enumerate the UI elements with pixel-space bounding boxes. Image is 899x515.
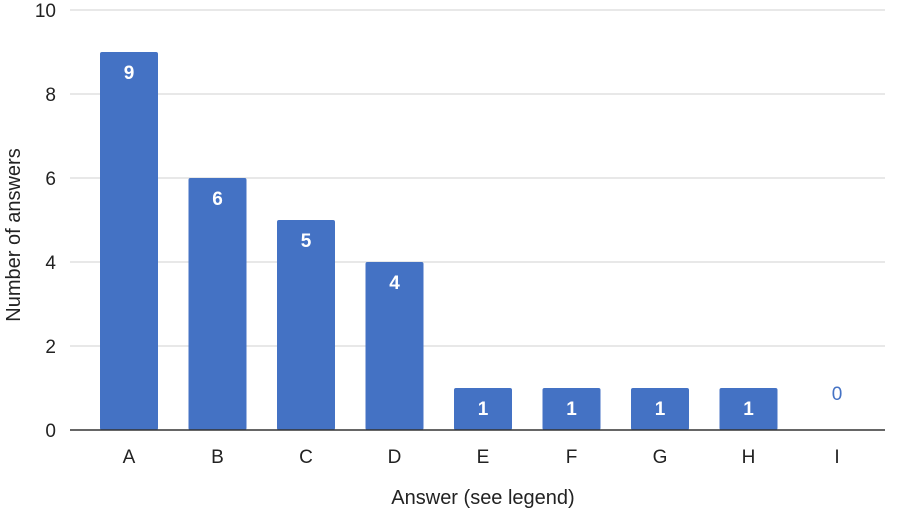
- bar-c: [277, 220, 335, 430]
- bar-e: [454, 388, 512, 430]
- bar-data-label: 1: [743, 399, 754, 420]
- y-tick-label: 10: [35, 1, 56, 22]
- x-tick-label: C: [299, 447, 313, 468]
- bar-data-label: 0: [832, 384, 843, 405]
- bar-data-label: 1: [655, 399, 666, 420]
- x-tick-label: B: [211, 447, 224, 468]
- x-axis-title: Answer (see legend): [391, 487, 574, 509]
- bar-g: [631, 388, 689, 430]
- bars: [100, 52, 778, 430]
- bar-data-label: 9: [124, 63, 135, 84]
- y-tick-label: 2: [45, 337, 56, 358]
- x-tick-label: E: [477, 447, 490, 468]
- y-axis-ticks: 0 2 4 6 8 10: [35, 1, 57, 442]
- x-axis-ticks: A B C D E F G H I: [123, 447, 840, 468]
- bar-b: [188, 178, 247, 430]
- y-tick-label: 6: [45, 169, 56, 190]
- bar-f: [542, 388, 601, 430]
- x-tick-label: D: [388, 447, 402, 468]
- bar-data-label: 6: [212, 189, 223, 210]
- bar-data-label: 4: [389, 273, 400, 294]
- x-tick-label: A: [123, 447, 136, 468]
- y-tick-label: 4: [45, 253, 56, 274]
- y-tick-label: 0: [45, 421, 56, 442]
- x-tick-label: G: [653, 447, 668, 468]
- bar-d: [365, 262, 424, 430]
- x-tick-label: H: [742, 447, 756, 468]
- x-tick-label: F: [566, 447, 578, 468]
- bar-data-labels: 9 6 5 4 1 1 1 1 0: [124, 63, 843, 420]
- y-axis-title: Number of answers: [3, 148, 25, 321]
- x-tick-label: I: [834, 447, 839, 468]
- bar-a: [100, 52, 158, 430]
- y-tick-label: 8: [45, 85, 56, 106]
- bar-data-label: 1: [478, 399, 489, 420]
- bar-data-label: 1: [566, 399, 577, 420]
- bar-data-label: 5: [301, 231, 312, 252]
- bar-h: [719, 388, 778, 430]
